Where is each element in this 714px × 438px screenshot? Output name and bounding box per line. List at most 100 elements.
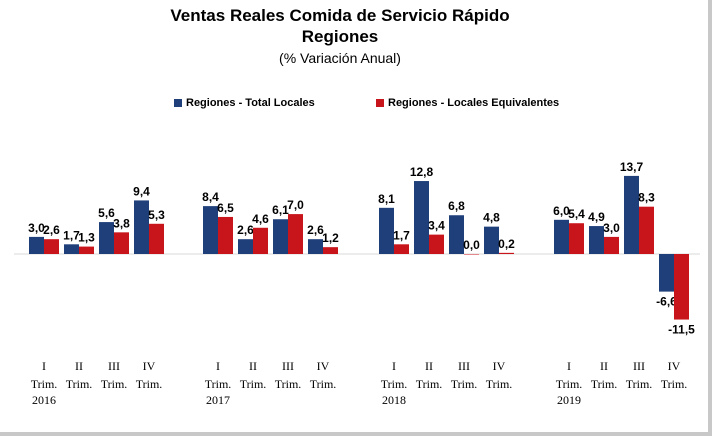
data-label-equiv-2016-III: 3,8: [113, 216, 130, 230]
bar-total-2018-II: [414, 181, 429, 254]
x-tick-trim: Trim.: [135, 377, 163, 391]
x-tick-trim: Trim.: [239, 377, 267, 391]
data-label-total-2018-IV: 4,8: [483, 211, 500, 225]
legend-swatch-equiv: [376, 99, 384, 107]
data-label-total-2017-II: 2,6: [237, 223, 254, 237]
x-tick-trim: Trim.: [30, 377, 58, 391]
x-tick-label-2019-II: II Trim.: [581, 358, 627, 392]
data-label-total-2018-I: 8,1: [378, 192, 395, 206]
x-tick-numeral: II: [425, 359, 433, 373]
data-label-equiv-2019-II: 3,0: [603, 221, 620, 235]
x-tick-label-2019-IV: IV Trim.: [651, 358, 697, 392]
x-tick-label-2017-III: III Trim.: [265, 358, 311, 392]
bar-total-2016-III: [99, 222, 114, 254]
legend-label-total: Regiones - Total Locales: [186, 97, 315, 109]
bar-equiv-2016-III: [114, 232, 129, 254]
data-label-total-2016-IV: 9,4: [133, 184, 150, 198]
bar-total-2018-IV: [484, 226, 499, 254]
data-label-total-2019-I: 6,0: [553, 204, 570, 218]
x-tick-label-2018-IV: IV Trim.: [476, 358, 522, 392]
x-tick-trim: Trim.: [65, 377, 93, 391]
x-tick-numeral: III: [633, 359, 645, 373]
x-tick-label-2018-III: III Trim.: [441, 358, 487, 392]
data-label-equiv-2019-IV: -11,5: [668, 323, 695, 337]
x-tick-label-2019-I: I Trim. 2019: [546, 358, 592, 408]
x-tick-numeral: I: [567, 359, 571, 373]
x-tick-numeral: I: [392, 359, 396, 373]
bar-equiv-2018-I: [394, 244, 409, 254]
x-tick-trim: Trim.: [415, 377, 443, 391]
data-label-equiv-2018-I: 1,7: [393, 228, 410, 242]
chart-title: Ventas Reales Comida de Servicio Rápido: [170, 6, 510, 25]
x-tick-year: 2019: [557, 393, 581, 407]
x-tick-numeral: III: [108, 359, 120, 373]
x-tick-numeral: II: [75, 359, 83, 373]
legend-swatch-total: [174, 99, 182, 107]
data-label-total-2017-III: 6,1: [272, 203, 289, 217]
x-tick-year: 2016: [32, 393, 56, 407]
data-label-total-2016-III: 5,6: [98, 206, 115, 220]
data-label-equiv-2016-II: 1,3: [78, 231, 95, 245]
x-tick-label-2018-I: I Trim. 2018: [371, 358, 417, 408]
x-tick-label-2017-I: I Trim. 2017: [195, 358, 241, 408]
bar-equiv-2019-IV: [674, 254, 689, 320]
x-tick-trim: Trim.: [204, 377, 232, 391]
x-tick-label-2017-II: II Trim.: [230, 358, 276, 392]
data-label-total-2018-II: 12,8: [410, 165, 434, 179]
data-label-equiv-2018-III: 0,0: [463, 238, 480, 252]
legend-item-equiv: Regiones - Locales Equivalentes: [376, 97, 559, 109]
x-tick-numeral: II: [600, 359, 608, 373]
data-label-equiv-2017-II: 4,6: [252, 212, 269, 226]
x-tick-numeral: IV: [667, 359, 681, 373]
bar-total-2019-IV: [659, 254, 674, 292]
x-tick-trim: Trim.: [625, 377, 653, 391]
x-tick-trim: Trim.: [450, 377, 478, 391]
data-label-total-2016-I: 3,0: [28, 221, 45, 235]
x-tick-numeral: I: [216, 359, 220, 373]
bar-equiv-2017-I: [218, 216, 233, 254]
data-label-equiv-2017-IV: 1,2: [322, 231, 339, 245]
x-tick-numeral: II: [249, 359, 257, 373]
bar-equiv-2016-II: [79, 246, 94, 254]
bar-equiv-2018-II: [429, 234, 444, 254]
bar-total-2017-IV: [308, 239, 323, 254]
bar-total-2016-IV: [134, 200, 149, 254]
x-tick-label-2019-III: III Trim.: [616, 358, 662, 392]
x-tick-trim: Trim.: [555, 377, 583, 391]
x-tick-trim: Trim.: [309, 377, 337, 391]
x-tick-label-2017-IV: IV Trim.: [300, 358, 346, 392]
x-tick-trim: Trim.: [485, 377, 513, 391]
bar-equiv-2019-I: [569, 223, 584, 254]
data-label-total-2019-III: 13,7: [620, 160, 644, 174]
bar-equiv-2017-II: [253, 227, 268, 254]
data-label-total-2018-III: 6,8: [448, 199, 465, 213]
bar-total-2018-III: [449, 215, 464, 254]
bar-equiv-2017-III: [288, 214, 303, 254]
x-tick-label-2016-III: III Trim.: [91, 358, 137, 392]
x-tick-numeral: IV: [316, 359, 330, 373]
bar-total-2019-II: [589, 226, 604, 254]
x-tick-year: 2017: [206, 393, 230, 407]
data-label-total-2017-IV: 2,6: [307, 223, 324, 237]
x-tick-label-2016-I: I Trim. 2016: [21, 358, 67, 408]
data-label-equiv-2016-IV: 5,3: [148, 208, 165, 222]
x-tick-label-2016-II: II Trim.: [56, 358, 102, 392]
x-tick-numeral: III: [282, 359, 294, 373]
x-tick-trim: Trim.: [100, 377, 128, 391]
bar-equiv-2019-III: [639, 206, 654, 254]
bar-total-2016-II: [64, 244, 79, 254]
data-label-equiv-2019-I: 5,4: [568, 207, 585, 221]
chart-unit-label: (% Variación Anual): [279, 50, 401, 66]
legend-label-equiv: Regiones - Locales Equivalentes: [388, 97, 560, 109]
x-tick-numeral: IV: [492, 359, 506, 373]
bar-total-2017-III: [273, 219, 288, 254]
data-label-equiv-2018-II: 3,4: [428, 219, 445, 233]
x-tick-label-2016-IV: IV Trim.: [126, 358, 172, 392]
legend-item-total: Regiones - Total Locales: [174, 97, 315, 109]
x-tick-numeral: I: [42, 359, 46, 373]
bar-total-2019-III: [624, 175, 639, 254]
bar-total-2016-I: [29, 236, 44, 254]
bar-equiv-2019-II: [604, 236, 619, 254]
